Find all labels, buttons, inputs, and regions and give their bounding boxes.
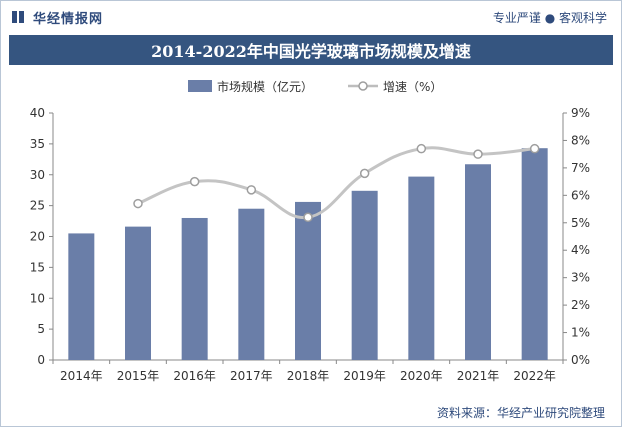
growth-line — [137, 146, 535, 219]
chart-area: 市场规模（亿元） 增速（%） 0 5 10 15 20 25 30 35 40 0% 1% 2% 3% 4% 5… — [1, 65, 621, 426]
x-tick-label: 2022年 — [513, 369, 556, 383]
left-tick-label: 25 — [30, 199, 45, 213]
x-tick-label: 2017年 — [230, 369, 273, 383]
bar — [351, 190, 378, 360]
bar — [238, 208, 265, 360]
left-tick-label: 0 — [37, 353, 45, 367]
brand-name: 华经情报网 — [33, 11, 104, 27]
bar — [125, 226, 151, 360]
right-tick-label: 6% — [571, 188, 590, 202]
growth-point — [303, 212, 313, 223]
x-tick-label: 2020年 — [400, 369, 443, 383]
bar — [465, 164, 491, 360]
left-tick-label: 5 — [37, 322, 45, 336]
legend-label-bar: 市场规模（亿元） — [217, 79, 313, 94]
legend-swatch-marker — [358, 81, 368, 91]
growth-point — [359, 168, 370, 179]
right-tick-label: 0% — [571, 353, 590, 367]
bar — [181, 217, 208, 360]
growth-point — [133, 198, 143, 209]
x-tick-label: 2019年 — [343, 369, 386, 383]
source-note: 资料来源：华经产业研究院整理 — [436, 406, 605, 420]
bar — [68, 233, 95, 360]
growth-point — [473, 149, 483, 159]
right-tick-label: 3% — [571, 271, 590, 285]
left-tick-label: 30 — [30, 168, 45, 182]
x-tick-label: 2015年 — [117, 369, 160, 383]
right-tick-label: 9% — [571, 106, 590, 120]
left-tick-label: 35 — [30, 137, 45, 151]
x-tick-label: 2018年 — [287, 369, 330, 383]
growth-point — [416, 143, 427, 154]
x-tick-label: 2014年 — [60, 369, 103, 383]
legend-label-line: 增速（%） — [383, 80, 442, 94]
right-tick-label: 7% — [571, 161, 590, 175]
growth-point — [529, 143, 540, 154]
bar — [521, 148, 548, 360]
bar — [408, 176, 435, 360]
right-tick-label: 1% — [571, 326, 590, 340]
brand: 华经情报网 — [11, 8, 104, 27]
x-tick-label: 2021年 — [457, 369, 500, 383]
slogan: 专业严谨 ● 客观科学 — [492, 11, 607, 25]
left-tick-label: 15 — [30, 260, 45, 274]
legend-swatch-bar — [188, 80, 212, 92]
right-tick-label: 2% — [571, 298, 590, 312]
x-tick-label: 2016年 — [173, 369, 216, 383]
right-tick-label: 4% — [571, 243, 590, 257]
left-tick-label: 10 — [30, 291, 45, 305]
left-tick-label: 20 — [30, 230, 45, 244]
growth-point — [189, 176, 200, 187]
right-tick-label: 8% — [571, 133, 590, 147]
brand-logo-icon — [11, 9, 27, 25]
bar — [295, 201, 321, 360]
chart-svg: 市场规模（亿元） 增速（%） 0 5 10 15 20 25 30 35 40 0% 1% 2% 3% 4% 5… — [30, 79, 590, 383]
growth-point — [246, 185, 257, 195]
top-bar: 华经情报网 专业严谨 ● 客观科学 — [1, 1, 621, 33]
left-tick-label: 40 — [30, 106, 45, 120]
right-tick-label: 5% — [571, 216, 590, 230]
chart-title: 2014-2022年中国光学玻璃市场规模及增速 — [9, 35, 613, 65]
